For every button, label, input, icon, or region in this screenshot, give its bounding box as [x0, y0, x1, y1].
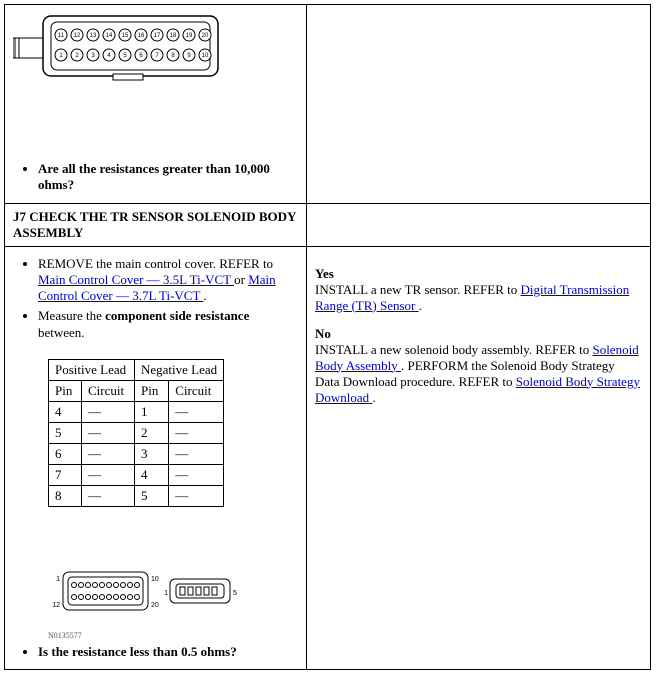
- step-right-j7: Yes INSTALL a new TR sensor. REFER to Di…: [307, 247, 650, 670]
- svg-text:1: 1: [164, 590, 168, 597]
- pin-header: Pin: [49, 380, 82, 401]
- step-measure: Measure the component side resistance be…: [38, 308, 298, 341]
- pin-table: Positive Lead Negative Lead Pin Circuit …: [48, 359, 224, 507]
- yes-action: INSTALL a new TR sensor. REFER to Digita…: [315, 282, 642, 314]
- step-left-prior: 11 12 13 14 15 16 17 18 19 20: [5, 5, 307, 203]
- step-row-j7: REMOVE the main control cover. REFER to …: [5, 246, 650, 670]
- svg-text:18: 18: [170, 33, 177, 39]
- svg-text:11: 11: [58, 33, 65, 39]
- table-cell: —: [82, 443, 135, 464]
- step-right-prior: [307, 5, 650, 203]
- table-cell: 1: [135, 401, 169, 422]
- table-cell: —: [169, 485, 224, 506]
- step-header-title: J7 CHECK THE TR SENSOR SOLENOID BODY ASS…: [5, 204, 307, 246]
- step-left-j7: REMOVE the main control cover. REFER to …: [5, 247, 307, 670]
- table-row: 4—1—: [49, 401, 224, 422]
- text: .: [419, 298, 422, 313]
- table-cell: —: [82, 422, 135, 443]
- table-cell: —: [169, 422, 224, 443]
- step-header-row: J7 CHECK THE TR SENSOR SOLENOID BODY ASS…: [5, 203, 650, 246]
- table-row: 8—5—: [49, 485, 224, 506]
- svg-text:20: 20: [202, 33, 209, 39]
- table-cell: —: [169, 464, 224, 485]
- connector-diagram-large: 11 12 13 14 15 16 17 18 19 20: [13, 10, 298, 92]
- question-j7: Is the resistance less than 0.5 ohms?: [38, 644, 298, 660]
- svg-text:15: 15: [122, 33, 129, 39]
- question-prior: Are all the resistances greater than 10,…: [38, 161, 298, 194]
- pos-lead-header: Positive Lead: [49, 359, 135, 380]
- table-cell: 4: [49, 401, 82, 422]
- table-cell: 6: [49, 443, 82, 464]
- svg-text:17: 17: [154, 33, 161, 39]
- diagram-caption: N0135577: [48, 631, 298, 640]
- step-remove-cover: REMOVE the main control cover. REFER to …: [38, 256, 298, 305]
- svg-text:10: 10: [151, 576, 159, 583]
- table-cell: 4: [135, 464, 169, 485]
- table-cell: 2: [135, 422, 169, 443]
- svg-text:19: 19: [186, 33, 193, 39]
- svg-text:13: 13: [90, 33, 97, 39]
- circuit-header: Circuit: [82, 380, 135, 401]
- pin-table-wrap: Positive Lead Negative Lead Pin Circuit …: [48, 359, 298, 507]
- text: between.: [38, 325, 85, 340]
- table-cell: 3: [135, 443, 169, 464]
- svg-text:20: 20: [151, 602, 159, 609]
- pin-header: Pin: [135, 380, 169, 401]
- text: INSTALL a new TR sensor. REFER to: [315, 282, 521, 297]
- text: REMOVE the main control cover. REFER to: [38, 256, 273, 271]
- table-cell: —: [82, 401, 135, 422]
- text: INSTALL a new solenoid body assembly. RE…: [315, 342, 592, 357]
- table-cell: —: [169, 443, 224, 464]
- diagnostic-table: 11 12 13 14 15 16 17 18 19 20: [4, 4, 651, 670]
- svg-text:16: 16: [138, 33, 145, 39]
- table-cell: 7: [49, 464, 82, 485]
- table-cell: —: [169, 401, 224, 422]
- no-label: No: [315, 326, 642, 342]
- step-header-right: [307, 204, 650, 246]
- text-bold: component side resistance: [105, 308, 249, 323]
- connector-diagram-small: 1 12 10 20 1: [48, 567, 298, 621]
- table-cell: 5: [135, 485, 169, 506]
- svg-text:5: 5: [233, 590, 237, 597]
- svg-text:12: 12: [52, 602, 60, 609]
- no-action: INSTALL a new solenoid body assembly. RE…: [315, 342, 642, 406]
- text: .: [372, 390, 375, 405]
- svg-text:14: 14: [106, 33, 113, 39]
- yes-label: Yes: [315, 266, 642, 282]
- svg-text:10: 10: [202, 53, 209, 59]
- table-row: 5—2—: [49, 422, 224, 443]
- text: .: [203, 288, 206, 303]
- table-row: 6—3—: [49, 443, 224, 464]
- neg-lead-header: Negative Lead: [135, 359, 224, 380]
- circuit-header: Circuit: [169, 380, 224, 401]
- table-cell: 5: [49, 422, 82, 443]
- text: or: [234, 272, 248, 287]
- link-main-control-35[interactable]: Main Control Cover — 3.5L Ti-VCT: [38, 272, 234, 287]
- step-row-prior: 11 12 13 14 15 16 17 18 19 20: [5, 5, 650, 203]
- table-cell: 8: [49, 485, 82, 506]
- table-row: 7—4—: [49, 464, 224, 485]
- table-cell: —: [82, 464, 135, 485]
- svg-text:12: 12: [74, 33, 81, 39]
- svg-text:1: 1: [56, 576, 60, 583]
- table-cell: —: [82, 485, 135, 506]
- text: Measure the: [38, 308, 105, 323]
